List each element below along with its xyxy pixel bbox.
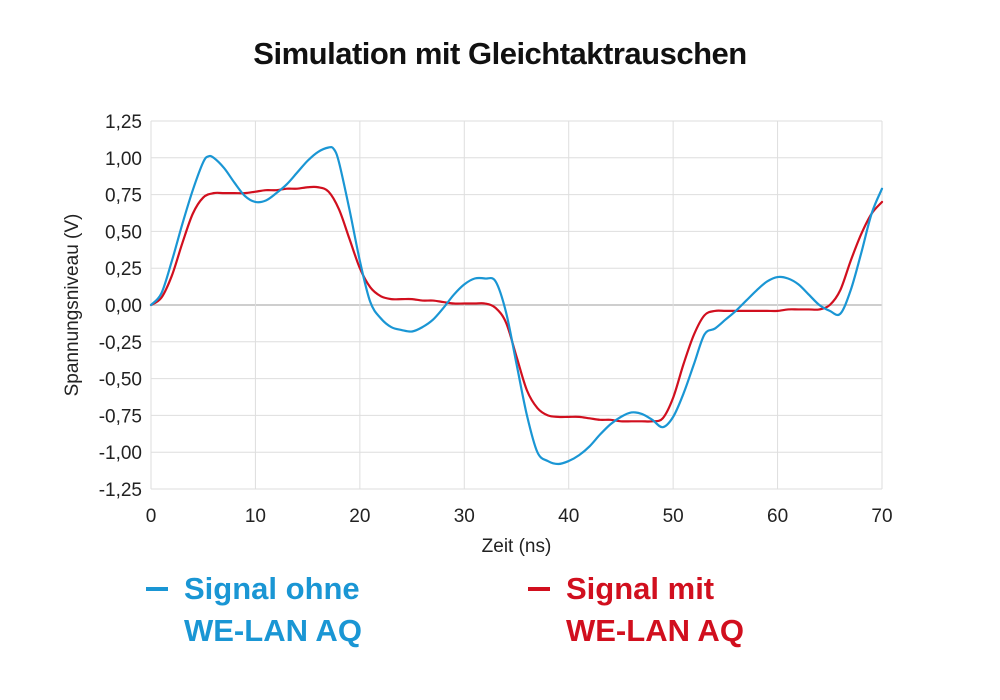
series-line-signal-mit <box>149 185 884 423</box>
y-tick-label: 0,75 <box>105 186 142 207</box>
x-tick-label: 40 <box>558 506 579 527</box>
grid <box>150 120 883 490</box>
y-tick-label: 0,25 <box>105 259 142 280</box>
x-tick-label: 30 <box>454 506 475 527</box>
x-tick-label: 20 <box>349 506 370 527</box>
legend-label: Signal mit WE-LAN AQ <box>566 568 744 652</box>
tick-labels: 1,25 1,00 0,75 0,50 0,25 0,00 -0,25 -0,50 -0,75 -… <box>99 112 893 527</box>
y-tick-label: -1,00 <box>99 443 142 464</box>
series-lines <box>149 146 884 466</box>
legend-swatch-red <box>528 587 550 591</box>
y-tick-label: -0,50 <box>99 370 142 391</box>
x-tick-label: 10 <box>245 506 266 527</box>
x-axis-title: Zeit (ns) <box>482 536 552 557</box>
series-line-signal-ohne <box>149 146 884 466</box>
x-tick-label: 50 <box>663 506 684 527</box>
legend-label-line: Signal ohne <box>184 571 360 606</box>
y-tick-label: -1,25 <box>99 480 142 501</box>
y-tick-label: -0,25 <box>99 333 142 354</box>
y-tick-label: 0,00 <box>105 296 142 317</box>
y-axis-title: Spannungsniveau (V) <box>62 214 83 397</box>
legend-label-line: WE-LAN AQ <box>184 613 362 648</box>
legend-label: Signal ohne WE-LAN AQ <box>184 568 362 652</box>
chart-title: Simulation mit Gleichtaktrauschen <box>253 36 747 71</box>
legend-swatch-blue <box>146 587 168 591</box>
y-tick-label: -0,75 <box>99 406 142 427</box>
x-tick-label: 60 <box>767 506 788 527</box>
legend-label-line: WE-LAN AQ <box>566 613 744 648</box>
x-tick-label: 70 <box>871 506 892 527</box>
y-tick-label: 0,50 <box>105 222 142 243</box>
y-tick-label: 1,25 <box>105 112 142 133</box>
y-tick-label: 1,00 <box>105 149 142 170</box>
x-tick-label: 0 <box>146 506 157 527</box>
legend-label-line: Signal mit <box>566 571 715 606</box>
